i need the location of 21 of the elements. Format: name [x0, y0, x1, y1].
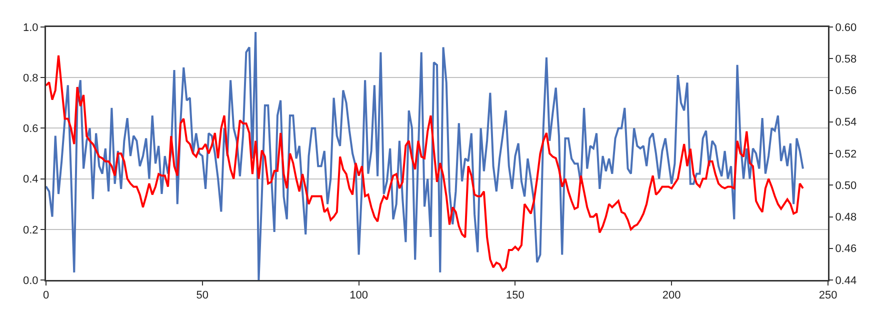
x-tick-label: 100 — [350, 290, 368, 302]
x-tick-label: 200 — [662, 290, 681, 302]
y-tick-label: 0.6 — [23, 123, 38, 136]
x-tick-label: 50 — [196, 290, 209, 302]
y-tick-label: 0.0 — [23, 274, 38, 287]
y2-tick-label: 0.44 — [835, 274, 857, 287]
y2-tick-label: 0.58 — [835, 53, 857, 66]
y2-tick-label: 0.46 — [835, 243, 857, 256]
y2-tick-label: 0.60 — [835, 22, 857, 34]
x-tick-label: 150 — [506, 290, 524, 302]
x-tick-label: 0 — [42, 290, 50, 302]
y2-tick-label: 0.54 — [835, 116, 857, 129]
y2-tick-label: 0.56 — [835, 85, 857, 98]
y-tick-label: 0.2 — [23, 224, 38, 236]
y-tick-label: 0.4 — [23, 174, 38, 186]
y-tick-label: 0.8 — [23, 72, 38, 84]
y2-tick-label: 0.50 — [835, 180, 857, 192]
y2-tick-label: 0.48 — [835, 212, 857, 224]
y2-tick-label: 0.52 — [835, 148, 857, 160]
y-tick-label: 1.0 — [23, 22, 38, 34]
x-tick-label: 250 — [818, 290, 838, 302]
